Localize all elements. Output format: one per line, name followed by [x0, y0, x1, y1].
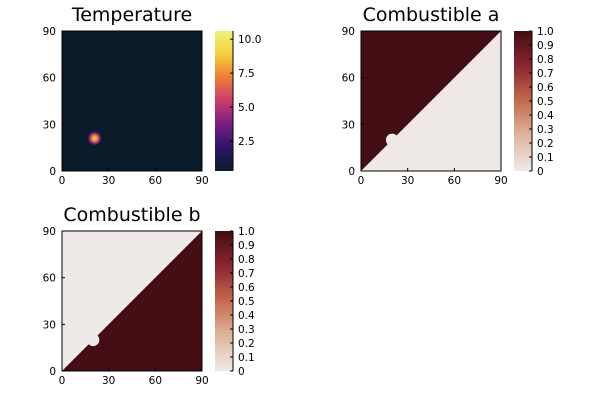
- x-tick-label: 90: [195, 175, 208, 187]
- x-tick-label: 0: [358, 175, 365, 187]
- x-tick-label: 30: [102, 175, 115, 187]
- x-tick-label: 30: [401, 175, 414, 187]
- colorbar-tick-label: 0.4: [238, 310, 255, 322]
- y-tick-label: 90: [43, 226, 56, 238]
- colorbar-tick-label: 0.1: [537, 152, 554, 164]
- colorbar-tick-label: 0.7: [238, 268, 255, 280]
- panel-2: Combustible a 0 30 60 90 0 30 60 90 0 0.1 0.2 0.3 0.4…: [342, 4, 554, 187]
- burnt-spot: [86, 333, 100, 347]
- colorbar: [215, 231, 233, 371]
- plot-frame: [61, 30, 203, 172]
- panel-1: Temperature 0 30 60 90 0 30 60 90 2.5 5.0 7.5 10.0: [43, 4, 262, 187]
- colorbar-tick-label: 0.2: [537, 138, 554, 150]
- colorbar-tick-label: 7.5: [238, 68, 255, 80]
- x-tick-label: 0: [59, 375, 66, 387]
- y-tick-label: 30: [342, 119, 355, 131]
- colorbar-tick-label: 0.8: [537, 54, 554, 66]
- x-tick-label: 60: [149, 175, 162, 187]
- colorbar-tick-label: 2.5: [238, 136, 255, 148]
- colorbar-tick-label: 5.0: [238, 102, 255, 114]
- y-tick-label: 30: [43, 319, 56, 331]
- hotspot: [86, 130, 103, 147]
- colorbar-tick-label: 0.1: [238, 352, 255, 364]
- colorbar-tick-label: 1.0: [537, 26, 554, 38]
- y-tick-label: 60: [43, 273, 56, 285]
- plot-frame: [360, 30, 502, 172]
- y-tick-label: 0: [348, 166, 355, 178]
- y-tick-label: 60: [43, 73, 56, 85]
- chart-title: Combustible a: [363, 4, 500, 26]
- colorbar-tick-label: 0: [537, 166, 544, 178]
- colorbar-tick-label: 0.5: [537, 96, 554, 108]
- x-tick-label: 30: [102, 375, 115, 387]
- colorbar-tick-label: 0.6: [238, 282, 255, 294]
- colorbar-tick-label: 1.0: [238, 226, 255, 238]
- x-tick-label: 90: [195, 375, 208, 387]
- colorbar-tick-label: 0.3: [537, 124, 554, 136]
- colorbar-tick-label: 0.7: [537, 68, 554, 80]
- colorbar-tick-label: 0.4: [537, 110, 554, 122]
- colorbar-tick-label: 0.3: [238, 324, 255, 336]
- chart-title: Combustible b: [63, 204, 200, 226]
- colorbar-tick-label: 0.9: [238, 240, 255, 252]
- y-tick-label: 30: [43, 119, 56, 131]
- x-tick-label: 90: [494, 175, 507, 187]
- chart-title: Temperature: [71, 4, 192, 26]
- colorbar-tick-label: 0: [238, 366, 245, 378]
- colorbar-tick-label: 0.9: [537, 40, 554, 52]
- y-tick-label: 90: [342, 26, 355, 38]
- y-tick-label: 0: [49, 166, 56, 178]
- colorbar: [514, 31, 532, 171]
- x-tick-label: 0: [59, 175, 66, 187]
- y-tick-label: 0: [49, 366, 56, 378]
- colorbar-tick-label: 0.6: [537, 82, 554, 94]
- heatmap-background: [62, 31, 202, 171]
- colorbar-tick-label: 0.8: [238, 254, 255, 266]
- colorbar-tick-label: 0.2: [238, 338, 255, 350]
- x-tick-label: 60: [149, 375, 162, 387]
- plot-frame: [61, 230, 203, 372]
- y-tick-label: 60: [342, 73, 355, 85]
- y-tick-label: 90: [43, 26, 56, 38]
- colorbar-tick-label: 0.5: [238, 296, 255, 308]
- colorbar-tick-label: 10.0: [238, 34, 261, 46]
- burnt-spot: [385, 133, 399, 147]
- panel-3: Combustible b 0 30 60 90 0 30 60 90 0 0.1 0.2 0.3 0.4…: [43, 204, 255, 387]
- x-tick-label: 60: [448, 175, 461, 187]
- colorbar: [215, 31, 233, 171]
